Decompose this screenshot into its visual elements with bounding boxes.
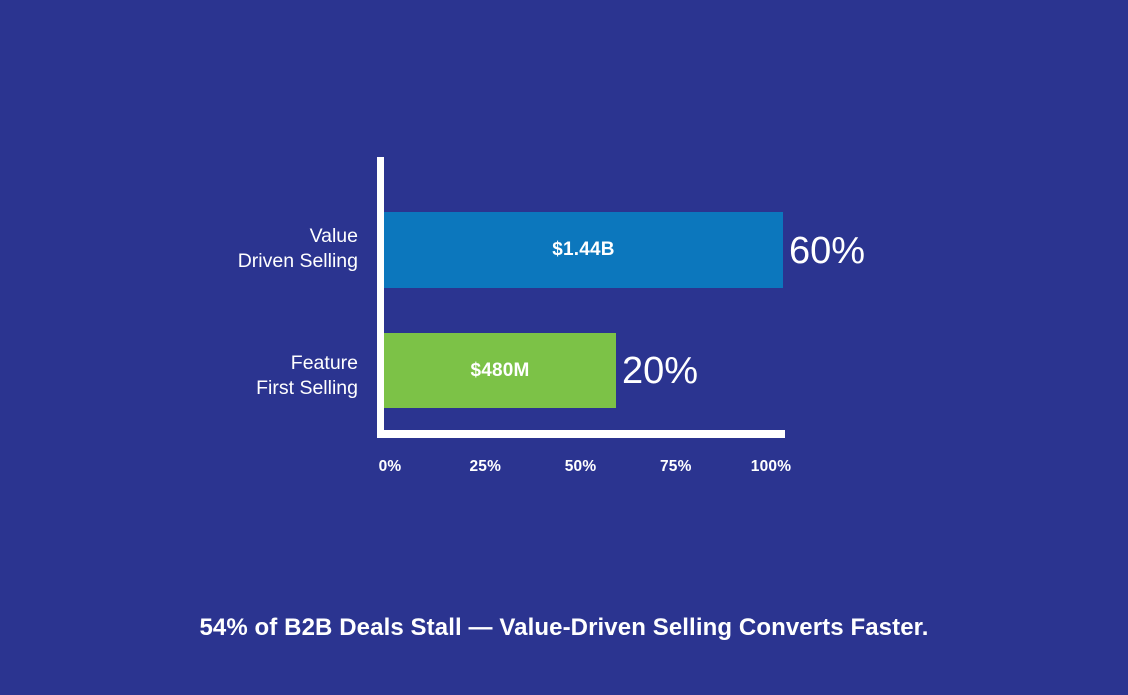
y-axis-line (377, 157, 384, 438)
category-line: Value (309, 225, 358, 247)
bar-feature-first-selling: $480M (384, 333, 616, 408)
x-tick-75: 75% (659, 458, 692, 475)
bar-value-label: $1.44B (552, 239, 615, 260)
bar-value-label: $480M (470, 359, 530, 381)
x-axis-line (377, 430, 785, 438)
x-tick-100: 100% (750, 458, 792, 475)
x-tick-25: 25% (469, 458, 502, 475)
percent-label-value-driven: 60% (789, 230, 866, 272)
category-line: Feature (290, 352, 358, 374)
chart-caption: 54% of B2B Deals Stall — Value-Driven Se… (199, 614, 929, 641)
bar-value-driven-selling: $1.44B (384, 212, 783, 288)
x-tick-50: 50% (564, 458, 597, 475)
x-tick-0: 0% (378, 458, 402, 475)
category-line: Driven Selling (237, 250, 358, 272)
category-line: First Selling (256, 377, 358, 399)
category-label-value-driven: Value Driven Selling (238, 224, 358, 274)
category-label-feature-first: Feature First Selling (256, 351, 358, 401)
percent-label-feature-first: 20% (622, 350, 699, 392)
